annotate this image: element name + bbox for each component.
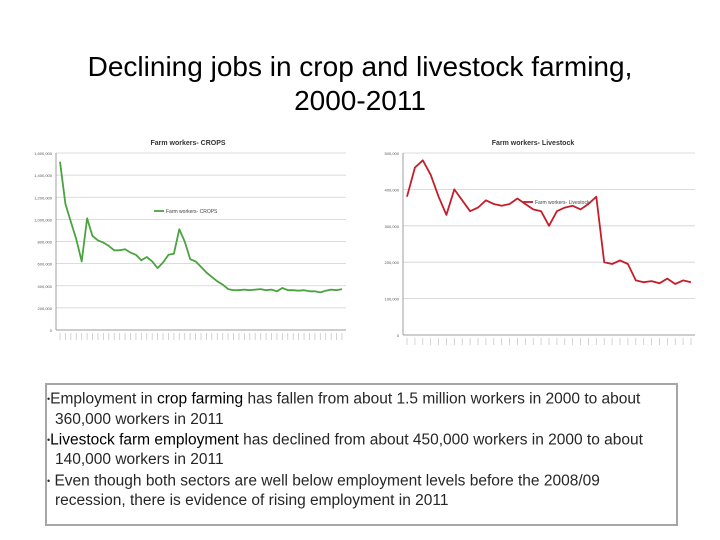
y-tick-label: 0 <box>50 328 53 333</box>
crops-chart: Farm workers- CROPS 0 200,000 400,000 600,00… <box>18 133 350 355</box>
crop-farming-term: crop farming <box>156 390 244 408</box>
chart-background <box>18 133 350 355</box>
bullet-marker: • <box>47 394 51 404</box>
y-tick-label: 1,000,000 <box>34 217 53 222</box>
y-tick-label: 1,600,000 <box>34 151 53 156</box>
y-tick-label: 300,000 <box>385 224 400 229</box>
bullet-marker: • <box>47 475 51 486</box>
y-tick-label: 1,200,000 <box>34 195 53 200</box>
legend-label: Farm workers- CROPS <box>166 209 218 215</box>
y-tick-label: 400,000 <box>385 187 400 192</box>
series-line <box>406 159 692 285</box>
bullet-livestock-employment: •Livestock farm employment has declined … <box>47 431 643 469</box>
chart-background <box>361 133 703 355</box>
summary-text-box: •Employment in crop farming has fallen f… <box>45 383 678 526</box>
y-tick-label: 1,400,000 <box>34 173 53 178</box>
legend-label: Farm workers- Livestock <box>535 200 590 206</box>
chart-title: Farm workers- CROPS <box>150 140 225 147</box>
y-tick-label: 600,000 <box>38 262 53 267</box>
bullet-crop-employment: •Employment in crop farming has fallen f… <box>47 390 641 428</box>
chart-title: Farm workers- Livestock <box>492 140 575 147</box>
livestock-chart: Farm workers- Livestock 0 100,000 200,000 30… <box>361 133 703 355</box>
y-tick-label: 0 <box>397 333 400 338</box>
y-tick-label: 200,000 <box>38 306 53 311</box>
y-tick-label: 500,000 <box>385 151 400 156</box>
bullet-marker: • <box>47 434 51 445</box>
series-line <box>59 161 343 294</box>
livestock-farm-term: Livestock farm employment <box>50 431 239 449</box>
y-tick-label: 100,000 <box>385 297 400 302</box>
y-tick-label: 800,000 <box>38 240 53 245</box>
y-tick-label: 400,000 <box>38 284 53 289</box>
y-tick-label: 200,000 <box>385 260 400 265</box>
bullet-recession-note: • Even though both sectors are well belo… <box>47 471 600 510</box>
slide-title: Declining jobs in crop and livestock far… <box>87 51 633 116</box>
